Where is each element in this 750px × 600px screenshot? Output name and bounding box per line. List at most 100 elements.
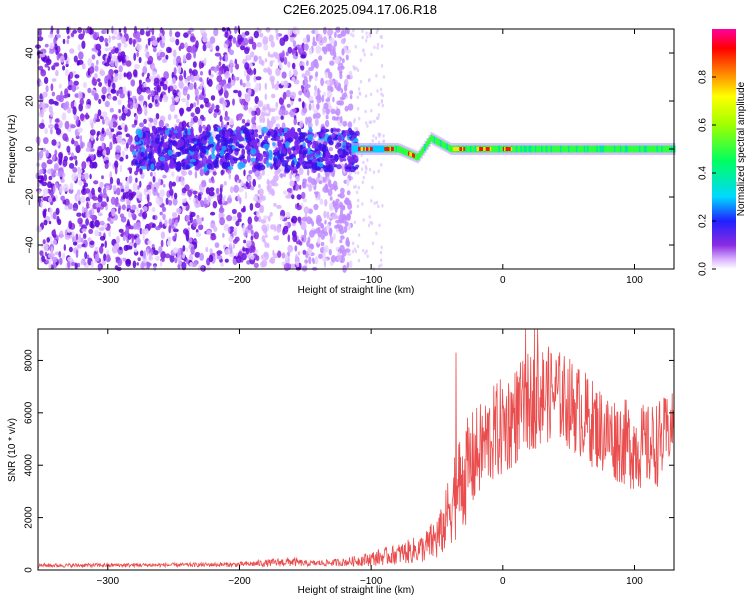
noise-cell xyxy=(153,250,159,256)
noise-cell xyxy=(172,247,179,254)
noise-cell xyxy=(119,164,123,173)
noise-cell xyxy=(94,246,99,252)
noise-cell xyxy=(173,192,178,200)
spectrogram-noise-cells xyxy=(35,25,386,273)
noise-cell xyxy=(196,232,202,238)
noise-cell xyxy=(215,187,220,195)
signal-cell xyxy=(298,149,302,155)
snr-plot-area xyxy=(38,329,674,570)
noise-cell xyxy=(367,223,371,228)
noise-cell xyxy=(317,192,321,200)
signal-cell xyxy=(441,140,444,148)
noise-cell xyxy=(88,66,95,74)
noise-cell xyxy=(199,168,204,177)
noise-cell xyxy=(155,226,161,231)
noise-cell xyxy=(266,223,270,231)
noise-cell xyxy=(354,127,357,131)
noise-cell xyxy=(353,220,356,225)
noise-cell xyxy=(61,112,67,121)
noise-cell xyxy=(172,212,177,218)
noise-cell xyxy=(357,198,360,203)
noise-cell xyxy=(47,66,51,71)
signal-cell xyxy=(200,163,206,167)
noise-cell xyxy=(282,110,289,116)
signal-cell xyxy=(635,145,638,153)
noise-cell xyxy=(104,47,110,52)
signal-cell xyxy=(168,130,173,135)
noise-cell xyxy=(364,251,367,255)
signal-cell xyxy=(162,148,167,155)
noise-cell xyxy=(322,36,328,44)
signal-cell xyxy=(248,129,253,133)
noise-cell xyxy=(140,262,145,270)
noise-cell xyxy=(244,122,250,127)
noise-cell xyxy=(97,264,102,272)
noise-cell xyxy=(245,181,249,188)
signal-cell xyxy=(523,145,526,153)
noise-cell xyxy=(377,116,380,120)
noise-cell xyxy=(219,81,225,86)
noise-cell xyxy=(365,31,368,35)
noise-cell xyxy=(138,193,142,201)
noise-cell xyxy=(363,52,366,57)
noise-cell xyxy=(78,91,83,100)
noise-cell xyxy=(83,207,88,213)
signal-cell xyxy=(216,142,220,146)
noise-cell xyxy=(302,182,307,189)
noise-cell xyxy=(232,98,235,106)
noise-cell xyxy=(218,199,223,205)
signal-cell xyxy=(142,160,148,167)
noise-cell xyxy=(301,237,304,242)
noise-cell xyxy=(343,225,348,233)
signal-cell xyxy=(483,147,485,151)
signal-cell xyxy=(131,150,137,156)
signal-cell xyxy=(313,140,316,146)
noise-cell xyxy=(264,234,268,238)
noise-cell xyxy=(357,185,360,190)
noise-cell xyxy=(93,92,99,101)
noise-cell xyxy=(123,72,127,78)
noise-cell xyxy=(121,150,125,157)
noise-cell xyxy=(361,29,364,34)
noise-cell xyxy=(226,82,232,89)
noise-cell xyxy=(85,218,89,226)
noise-cell xyxy=(302,178,307,183)
noise-cell xyxy=(223,223,230,232)
noise-cell xyxy=(75,233,79,240)
x-tick-label: 100 xyxy=(626,275,643,286)
noise-cell xyxy=(318,180,323,185)
signal-cell xyxy=(250,157,256,163)
signal-cell xyxy=(477,147,480,151)
noise-cell xyxy=(197,118,203,127)
noise-cell xyxy=(261,60,265,66)
noise-cell xyxy=(219,192,223,201)
noise-cell xyxy=(253,231,259,240)
signal-cell xyxy=(278,127,283,136)
noise-cell xyxy=(48,98,54,105)
noise-cell xyxy=(362,175,365,180)
noise-cell xyxy=(50,127,53,135)
signal-cell xyxy=(227,137,234,144)
noise-cell xyxy=(46,237,50,243)
noise-cell xyxy=(104,62,110,67)
signal-cell xyxy=(616,145,619,153)
noise-cell xyxy=(55,69,59,77)
signal-cell xyxy=(330,127,334,134)
noise-cell xyxy=(117,55,124,62)
noise-cell xyxy=(52,233,57,238)
snr-x-axis-label: Height of straight line (km) xyxy=(298,585,415,596)
noise-cell xyxy=(228,35,233,40)
noise-cell xyxy=(219,217,226,226)
noise-cell xyxy=(105,254,111,263)
noise-cell xyxy=(128,245,133,250)
y-tick-label: 40 xyxy=(25,47,36,59)
noise-cell xyxy=(304,228,307,237)
colorbar-tick-label: 0.8 xyxy=(698,70,709,84)
noise-cell xyxy=(275,123,280,128)
noise-cell xyxy=(39,169,44,174)
signal-cell xyxy=(444,142,447,150)
noise-cell xyxy=(125,181,130,187)
noise-cell xyxy=(133,25,138,34)
noise-cell xyxy=(313,91,318,97)
noise-cell xyxy=(211,178,215,184)
